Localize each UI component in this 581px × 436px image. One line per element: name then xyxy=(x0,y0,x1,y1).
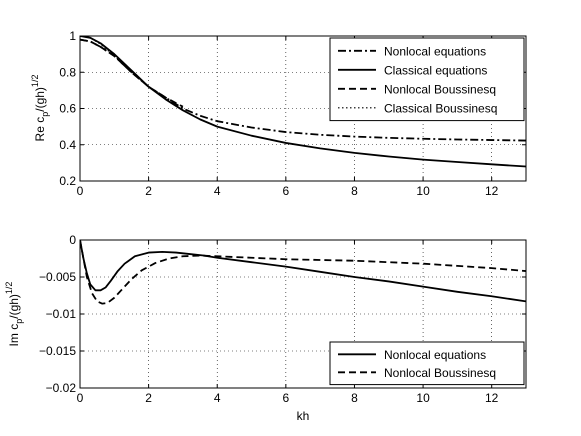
bottom-y-tick-label: 0 xyxy=(69,233,76,247)
top-y-tick-label: 0.6 xyxy=(59,102,76,116)
top-legend-label: Classical equations xyxy=(384,63,487,77)
top-x-tick-label: 10 xyxy=(416,184,430,198)
bottom-x-tick-label: 8 xyxy=(351,391,358,405)
top-y-tick-label: 0.4 xyxy=(59,138,76,152)
bottom-y-tick-label: −0.02 xyxy=(46,381,77,395)
top-legend-box xyxy=(329,37,525,122)
bottom-x-tick-label: 6 xyxy=(283,391,290,405)
top-x-tick-label: 0 xyxy=(77,184,84,198)
bottom-legend-label: Nonlocal equations xyxy=(384,348,486,362)
bottom-legend: Nonlocal equations Nonlocal Boussinesq xyxy=(329,341,525,386)
top-x-tick-label: 8 xyxy=(351,184,358,198)
bottom-x-tick-label: 2 xyxy=(145,391,152,405)
top-chart-panel: 0 2 4 6 8 10 12 0.2 0.4 0.6 0.8 1 Nonlocal equations… xyxy=(59,29,527,198)
bottom-x-axis-label: kh xyxy=(297,409,310,423)
top-legend: Nonlocal equations Classical equations Non… xyxy=(329,37,525,122)
bottom-chart-panel: 0 2 4 6 8 10 12 −0.02 −0.015 −0.01 −0.005 0 Nonlocal… xyxy=(39,233,527,405)
top-y-axis-label: Re cp/(gh)1/2 xyxy=(30,75,50,142)
bottom-y-axis-label: Im cp/(gh)1/2 xyxy=(4,282,24,347)
bottom-series-line-2 xyxy=(80,240,526,305)
bottom-legend-box xyxy=(329,341,525,386)
top-series-line-2 xyxy=(80,36,526,168)
top-x-tick-label: 12 xyxy=(485,184,499,198)
top-legend-label: Nonlocal Boussinesq xyxy=(384,82,496,96)
bottom-x-tick-label: 12 xyxy=(485,391,499,405)
top-legend-label: Nonlocal equations xyxy=(384,44,486,58)
bottom-y-tick-label: −0.015 xyxy=(39,344,76,358)
top-y-tick-label: 0.8 xyxy=(59,65,76,79)
top-x-tick-label: 2 xyxy=(145,184,152,198)
bottom-series-line-1 xyxy=(80,240,526,303)
bottom-y-tick-label: −0.005 xyxy=(39,270,76,284)
top-series-line-4 xyxy=(80,36,167,99)
top-y-tick-label: 1 xyxy=(69,29,76,43)
bottom-x-tick-label: 0 xyxy=(77,391,84,405)
bottom-x-tick-label: 4 xyxy=(214,391,221,405)
top-y-tick-label: 0.2 xyxy=(59,174,76,188)
bottom-x-tick-label: 10 xyxy=(416,391,430,405)
top-x-tick-label: 4 xyxy=(214,184,221,198)
top-series-line-3 xyxy=(80,38,184,108)
top-legend-label: Classical Boussinesq xyxy=(384,101,497,115)
bottom-y-tick-label: −0.01 xyxy=(46,307,77,321)
top-x-tick-label: 6 xyxy=(283,184,290,198)
bottom-legend-label: Nonlocal Boussinesq xyxy=(384,366,496,380)
